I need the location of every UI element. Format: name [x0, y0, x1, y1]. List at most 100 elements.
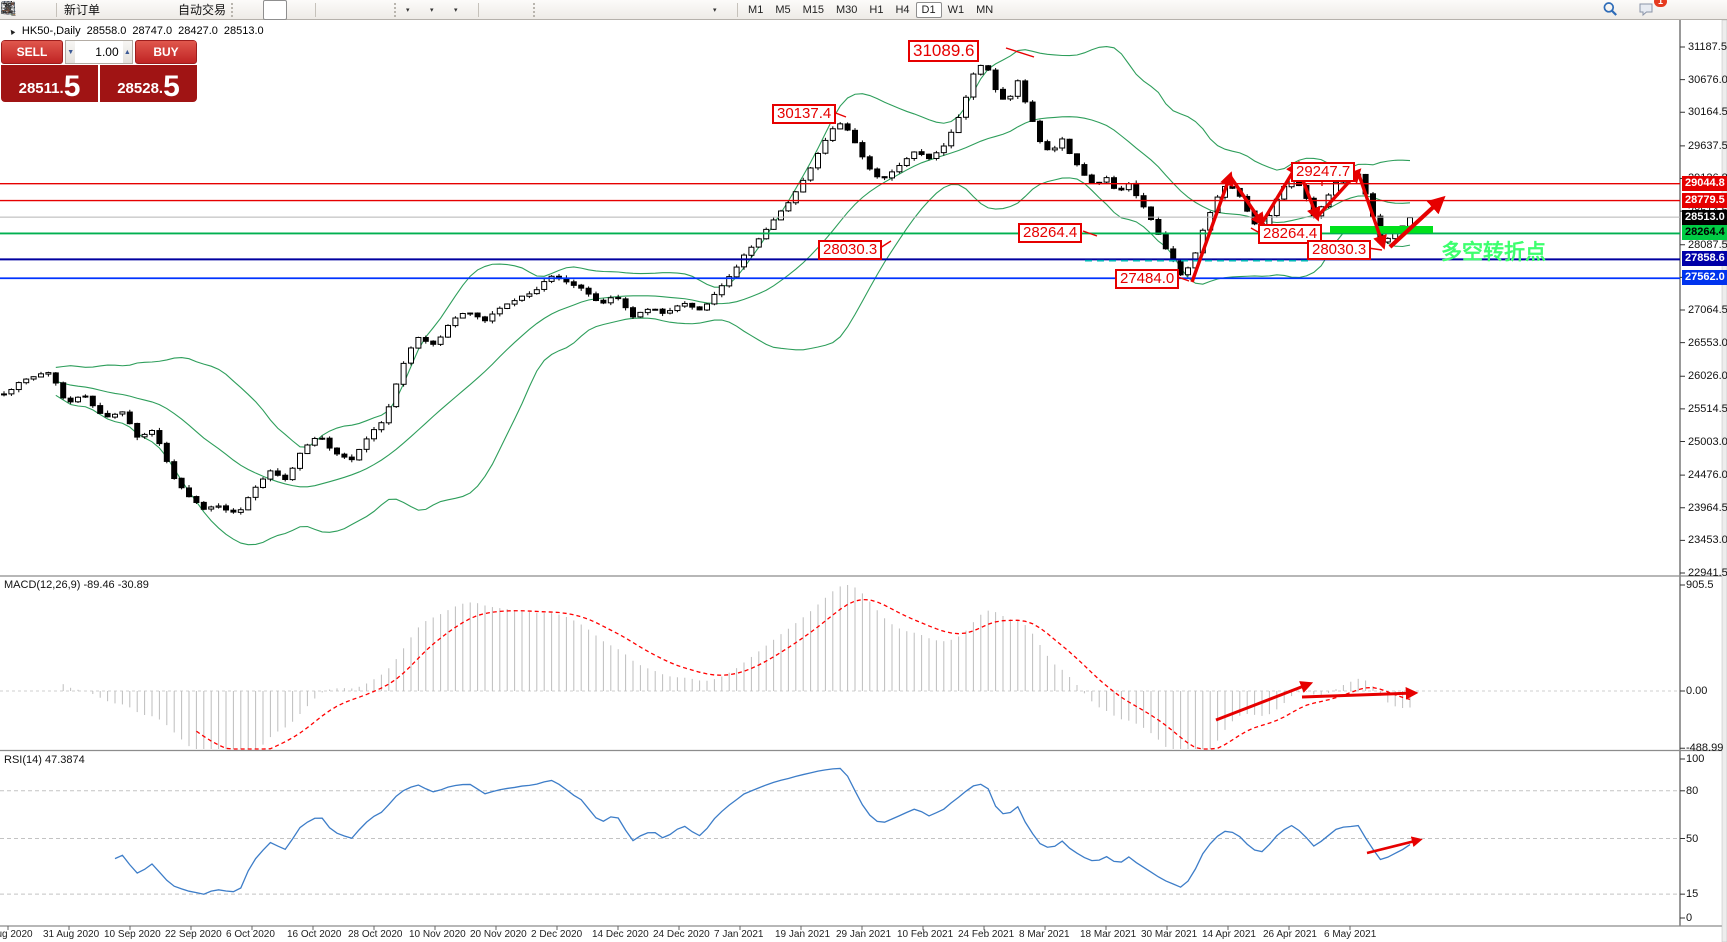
- line-chart-button[interactable]: [0, 0, 311, 20]
- timeframe-mn-button[interactable]: MN: [976, 3, 994, 16]
- timeframe-m5-button[interactable]: M5: [775, 3, 791, 16]
- level-price-badge: 28264.4: [1682, 225, 1727, 241]
- toolbar-separator: [315, 2, 317, 17]
- current-price-badge: 28513.0: [1682, 209, 1727, 225]
- price-annotation-box[interactable]: 28264.4: [1258, 224, 1323, 244]
- ohlc-close: 28513.0: [223, 25, 264, 37]
- rsi-trend-arrow[interactable]: [1366, 836, 1423, 855]
- zoom-in-button[interactable]: [1, 0, 344, 20]
- price-axis-tick: 30676.0: [1688, 73, 1727, 86]
- vertical-line-button[interactable]: [3, 0, 565, 20]
- ohlc-low: 28427.0: [178, 25, 218, 37]
- rsi-axis-tick: 50: [1686, 832, 1699, 845]
- toolbar-separator: [394, 2, 400, 17]
- date-axis-label: 18 Mar 2021: [1080, 929, 1137, 940]
- volume-decrease-button[interactable]: ▼: [66, 41, 76, 63]
- periods-button[interactable]: ▾: [1, 0, 450, 20]
- rsi-indicator-label: RSI(14) 47.3874: [4, 754, 85, 766]
- cursor-button[interactable]: [4, 0, 507, 20]
- macd-axis-tick: 905.5: [1686, 579, 1714, 591]
- timeframe-m1-button[interactable]: M1: [748, 3, 764, 16]
- price-annotation-box[interactable]: 27484.0: [1115, 269, 1180, 289]
- grid-button[interactable]: F: [1, 0, 661, 20]
- candlestick-chart-button[interactable]: [2, 0, 288, 20]
- eraser-button[interactable]: [1, 0, 127, 20]
- volume-input[interactable]: [75, 41, 123, 63]
- price-annotation-box[interactable]: 29247.7: [1291, 162, 1356, 182]
- price-annotation-box[interactable]: 30137.4: [772, 104, 837, 124]
- price-annotation-box[interactable]: 28030.3: [1307, 240, 1372, 260]
- symbol-period: HK50-,Daily: [21, 25, 81, 37]
- volume-increase-button[interactable]: ▲: [122, 41, 132, 63]
- add-indicator-button[interactable]: ▾: [2, 0, 426, 20]
- price-axis-tick: 27064.5: [1688, 304, 1727, 316]
- price-axis-tick: 26026.0: [1688, 370, 1727, 383]
- date-axis-label: 10 Nov 2020: [409, 929, 466, 940]
- crosshair-button[interactable]: [1, 0, 531, 20]
- timeframe-h4-button[interactable]: H4: [895, 3, 910, 16]
- date-axis-label: 24 Feb 2021: [958, 929, 1015, 940]
- timeframe-d1-button[interactable]: D1: [915, 1, 942, 18]
- symbol-search-window-button[interactable]: [1, 0, 52, 20]
- date-axis-label: 6 May 2021: [1324, 929, 1377, 940]
- text-label-button[interactable]: T: [1, 0, 709, 20]
- price-annotation-box[interactable]: 28030.3: [818, 240, 883, 260]
- svg-text:A: A: [4, 2, 13, 16]
- date-axis-label: 16 Oct 2020: [287, 929, 342, 940]
- search-button[interactable]: [1601, 0, 1625, 20]
- horizontal-line-button[interactable]: [1, 0, 589, 20]
- date-axis-label: 7 Jan 2021: [714, 929, 764, 940]
- fibonacci-button[interactable]: E: [1, 0, 637, 20]
- trend-line-button[interactable]: [1, 0, 613, 20]
- support-zone-highlight[interactable]: [1330, 226, 1433, 233]
- signals-button[interactable]: [2, 0, 175, 20]
- chart-template-button[interactable]: ▾: [1, 0, 474, 20]
- timeframe-m30-button[interactable]: M30: [836, 3, 858, 16]
- date-axis-label: 24 Dec 2020: [653, 929, 710, 940]
- buy-button[interactable]: BUY: [135, 40, 197, 64]
- breakout-arrow[interactable]: [1388, 195, 1446, 249]
- bid-price[interactable]: 28511. 5: [1, 65, 98, 102]
- price-axis-tick: 28087.5: [1688, 238, 1727, 251]
- chat-icon: [1639, 3, 1653, 16]
- date-axis-label: 28 Oct 2020: [348, 929, 403, 940]
- pivot-point-note[interactable]: 多空转折点: [1441, 241, 1546, 264]
- symbol-ohlc-label: ▲ HK50-,Daily 28558.0 28747.0 28427.0 28…: [6, 25, 264, 37]
- auto-trading-button[interactable]: 自动交易: [1, 0, 229, 20]
- toolbar-separator: [533, 2, 539, 17]
- zoom-out-button[interactable]: [1, 0, 368, 20]
- macd-axis-tick: -488.99: [1686, 742, 1724, 755]
- ask-price[interactable]: 28528. 5: [100, 65, 197, 102]
- date-axis-label: 9 Aug 2020: [0, 929, 33, 940]
- timeframe-h1-button[interactable]: H1: [869, 3, 884, 16]
- price-annotation-box[interactable]: 28264.4: [1018, 223, 1083, 243]
- chat-button[interactable]: 1: [1637, 0, 1667, 20]
- bollinger-bands: [55, 46, 1411, 546]
- timeframe-w1-button[interactable]: W1: [947, 3, 965, 16]
- price-axis-tick: 24476.0: [1688, 469, 1727, 482]
- price-annotation-box[interactable]: 31089.6: [908, 40, 980, 62]
- macd-signal-line: [196, 598, 1411, 750]
- toolbar-separator: [231, 2, 237, 17]
- macd-histogram: [62, 585, 1411, 749]
- date-axis-label: 30 Mar 2021: [1141, 929, 1198, 940]
- text-button[interactable]: A: [4, 0, 685, 20]
- macd-trend-arrow[interactable]: [1301, 686, 1419, 700]
- date-axis-label: 26 Apr 2021: [1263, 929, 1317, 940]
- price-axis-tick: 23964.5: [1688, 501, 1727, 514]
- macd-trend-arrow[interactable]: [1215, 681, 1314, 722]
- main-toolbar: 新订单 自动交易 ▾ ▾ ▾ E F A T ▾ M1 M5 M15 M30 H1 H4 D1 W1 MN 1: [0, 0, 1727, 20]
- annotation-connector: [1177, 276, 1190, 282]
- tile-windows-button[interactable]: [1, 0, 392, 20]
- new-order-button[interactable]: 新订单: [2, 0, 103, 20]
- svg-text:F: F: [11, 11, 15, 17]
- toolbar-separator: [478, 2, 480, 17]
- shapes-button[interactable]: ▾: [2, 0, 733, 20]
- bar-chart-button[interactable]: [1, 0, 263, 20]
- timeframe-m15-button[interactable]: M15: [802, 3, 824, 16]
- history-center-button[interactable]: [2, 0, 151, 20]
- rsi-axis-tick: 15: [1686, 888, 1699, 901]
- notification-badge: 1: [1653, 0, 1667, 7]
- sell-button[interactable]: SELL: [1, 40, 63, 64]
